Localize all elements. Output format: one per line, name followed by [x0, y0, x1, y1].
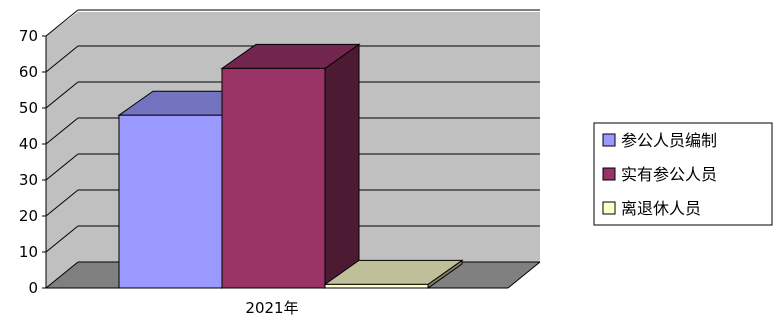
y-tick-label: 0: [28, 279, 38, 297]
legend-frame: [593, 122, 773, 226]
y-tick-label: 40: [19, 135, 38, 153]
gridline-side: [45, 153, 79, 181]
bar-series-1: [220, 43, 361, 289]
legend-swatch-series-0: [602, 133, 616, 147]
gridline-side: [45, 189, 79, 217]
legend-label-series-2: 离退休人员: [621, 199, 701, 218]
bar: [118, 114, 223, 289]
gridline-side: [45, 261, 79, 289]
bar-series-2: [323, 259, 464, 289]
legend: 参公人员编制 实有参公人员 离退休人员: [593, 122, 773, 226]
x-category-label: 2021年: [245, 299, 298, 317]
bar: [324, 283, 429, 289]
gridline-side: [45, 9, 79, 37]
chart-floor-right-edge: [507, 261, 541, 289]
bar: [221, 67, 326, 289]
y-tick-label: 50: [19, 99, 38, 117]
y-tick-label: 70: [19, 27, 38, 45]
gridline-side: [45, 45, 79, 73]
y-tick-label: 10: [19, 243, 38, 261]
chart-side-wall: [46, 12, 78, 288]
bar-side: [324, 43, 360, 289]
gridline-side: [45, 225, 79, 253]
gridline-side: [45, 81, 79, 109]
legend-swatch-series-2: [602, 201, 616, 215]
bars: [117, 43, 464, 289]
y-tick-label: 20: [19, 207, 38, 225]
y-axis-ticks: 0 10 20 30 40 50 60 70: [19, 27, 46, 297]
y-tick-label: 30: [19, 171, 38, 189]
y-tick-label: 60: [19, 63, 38, 81]
legend-label-series-1: 实有参公人员: [621, 165, 717, 184]
legend-swatch-series-1: [602, 167, 616, 181]
gridline-side: [45, 117, 79, 145]
legend-label-series-0: 参公人员编制: [621, 131, 717, 150]
